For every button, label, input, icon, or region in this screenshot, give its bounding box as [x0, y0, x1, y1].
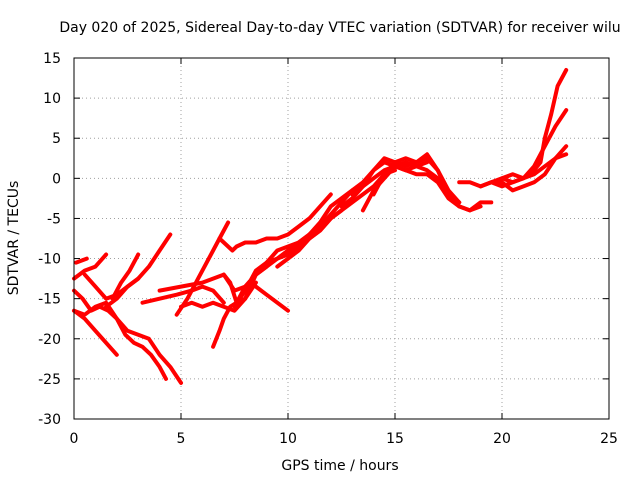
- chart-title: Day 020 of 2025, Sidereal Day-to-day VTE…: [59, 20, 620, 36]
- y-tick-label: 15: [43, 51, 61, 67]
- series-line-s5: [74, 256, 89, 265]
- x-tick-label: 0: [70, 431, 79, 447]
- series-line-s1: [72, 300, 183, 385]
- series-line-s23: [371, 152, 462, 205]
- y-tick-label: 0: [52, 171, 61, 187]
- x-tick-label: 20: [493, 431, 511, 447]
- x-tick-label: 15: [386, 431, 404, 447]
- series-line-s11: [174, 220, 231, 317]
- y-tick-label: -15: [38, 292, 61, 308]
- series-line-s9: [140, 284, 226, 305]
- x-tick-label: 10: [279, 431, 297, 447]
- series-line-s16: [232, 188, 355, 309]
- series-line-s27: [500, 68, 569, 185]
- y-tick-label: 5: [52, 131, 61, 147]
- y-axis-label: SDTVAR / TECUs: [6, 181, 22, 296]
- series-line-s4: [72, 252, 109, 281]
- x-tick-label: 25: [600, 431, 618, 447]
- series-line-s25: [478, 144, 569, 193]
- grid: [74, 58, 609, 419]
- series-line-s26: [489, 108, 569, 185]
- axis-ticks: [73, 57, 610, 420]
- series-line-s8: [110, 252, 141, 301]
- x-tick-labels: 0 5 10 15 20 25: [70, 431, 618, 447]
- series-line-s7: [104, 232, 173, 309]
- series-line-s13: [217, 192, 333, 253]
- series-line-s18: [275, 168, 397, 269]
- plot-frame: [73, 57, 610, 420]
- y-tick-label: -25: [38, 372, 61, 388]
- y-tick-label: -20: [38, 332, 61, 348]
- y-tick-label: -30: [38, 412, 61, 428]
- series-group: [72, 68, 569, 385]
- series-line-s17: [253, 284, 290, 313]
- series-line-s2: [72, 288, 168, 381]
- y-tick-label: 10: [43, 91, 61, 107]
- series-line-s3: [72, 308, 119, 357]
- x-axis-label: GPS time / hours: [281, 458, 398, 474]
- x-tick-label: 5: [177, 431, 186, 447]
- y-tick-label: -10: [38, 252, 61, 268]
- y-tick-label: -5: [47, 211, 61, 227]
- y-tick-labels: -30 -25 -20 -15 -10 -5 0 5 10 15: [38, 51, 61, 428]
